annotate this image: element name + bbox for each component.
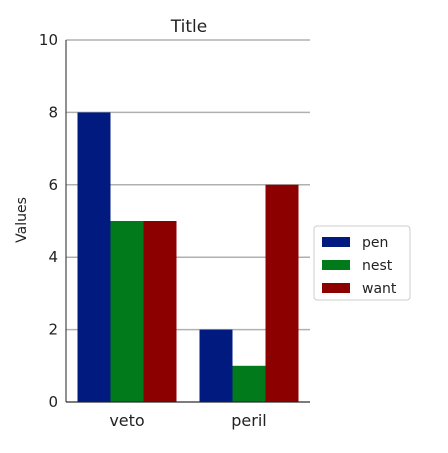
legend-swatch-pen — [322, 237, 350, 247]
legend-swatch-want — [322, 283, 350, 293]
legend-label-want: want — [362, 281, 397, 297]
bar-veto-nest — [110, 221, 144, 402]
y-tick-label-4: 4 — [48, 248, 58, 266]
legend-swatch-nest — [322, 260, 350, 270]
legend-label-nest: nest — [362, 258, 393, 274]
bar-veto-want — [143, 221, 177, 402]
y-tick-label-8: 8 — [48, 103, 58, 121]
y-axis-title: Values — [14, 197, 30, 243]
legend-label-pen: pen — [362, 235, 388, 251]
legend: pen nest want — [313, 225, 411, 301]
x-tick-label-peril: peril — [231, 411, 266, 430]
x-tick-label-veto: veto — [109, 411, 144, 430]
chart-title: Title — [170, 17, 207, 37]
y-tick-label-10: 10 — [39, 31, 58, 49]
bar-peril-want — [265, 184, 299, 402]
bar-peril-pen — [199, 329, 233, 402]
bar-peril-nest — [232, 365, 266, 402]
y-tick-label-2: 2 — [48, 321, 58, 339]
bar-veto-pen — [77, 112, 111, 403]
bars — [77, 112, 299, 403]
y-tick-label-6: 6 — [48, 176, 58, 194]
y-tick-label-0: 0 — [48, 393, 58, 411]
axes: 0 2 4 6 8 10 veto peril — [39, 31, 310, 430]
